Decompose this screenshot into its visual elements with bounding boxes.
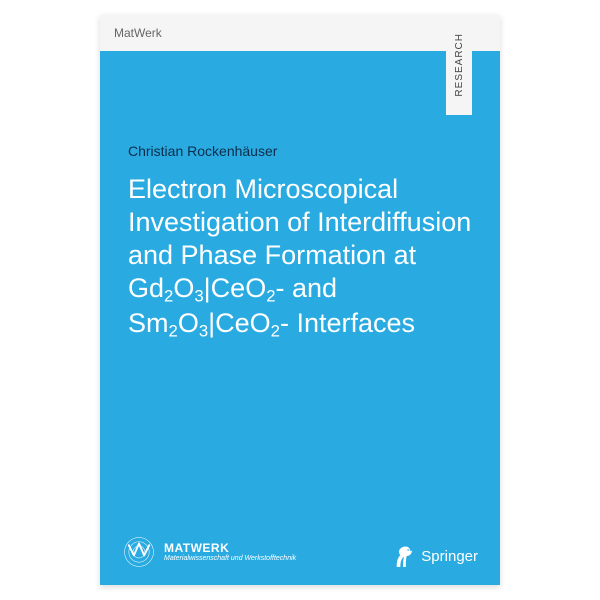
logo-row: MATWERK Materialwissenschaft und Werksto… — [122, 535, 478, 569]
research-tab: RESEARCH — [446, 15, 472, 115]
series-name: MatWerk — [114, 26, 162, 40]
matwerk-tagline: Materialwissenschaft und Werkstofftechni… — [164, 555, 296, 562]
series-band: MatWerk — [100, 15, 500, 51]
matwerk-logo: MATWERK Materialwissenschaft und Werksto… — [122, 535, 296, 569]
publisher-logo: Springer — [393, 543, 478, 569]
matwerk-mark-icon — [122, 535, 156, 569]
matwerk-text: MATWERK Materialwissenschaft und Werksto… — [164, 542, 296, 562]
publisher-name: Springer — [421, 548, 478, 565]
book-title: Electron Microscopical Investigation of … — [128, 173, 476, 342]
matwerk-name: MATWERK — [164, 542, 296, 555]
book-cover: MatWerk RESEARCH Christian Rockenhäuser … — [100, 15, 500, 585]
research-tab-label: RESEARCH — [454, 33, 465, 97]
author-name: Christian Rockenhäuser — [128, 143, 277, 159]
springer-horse-icon — [393, 543, 415, 569]
